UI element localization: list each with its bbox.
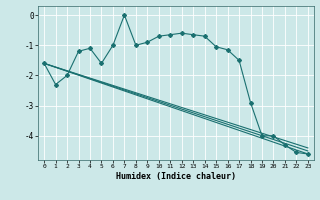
- X-axis label: Humidex (Indice chaleur): Humidex (Indice chaleur): [116, 172, 236, 181]
